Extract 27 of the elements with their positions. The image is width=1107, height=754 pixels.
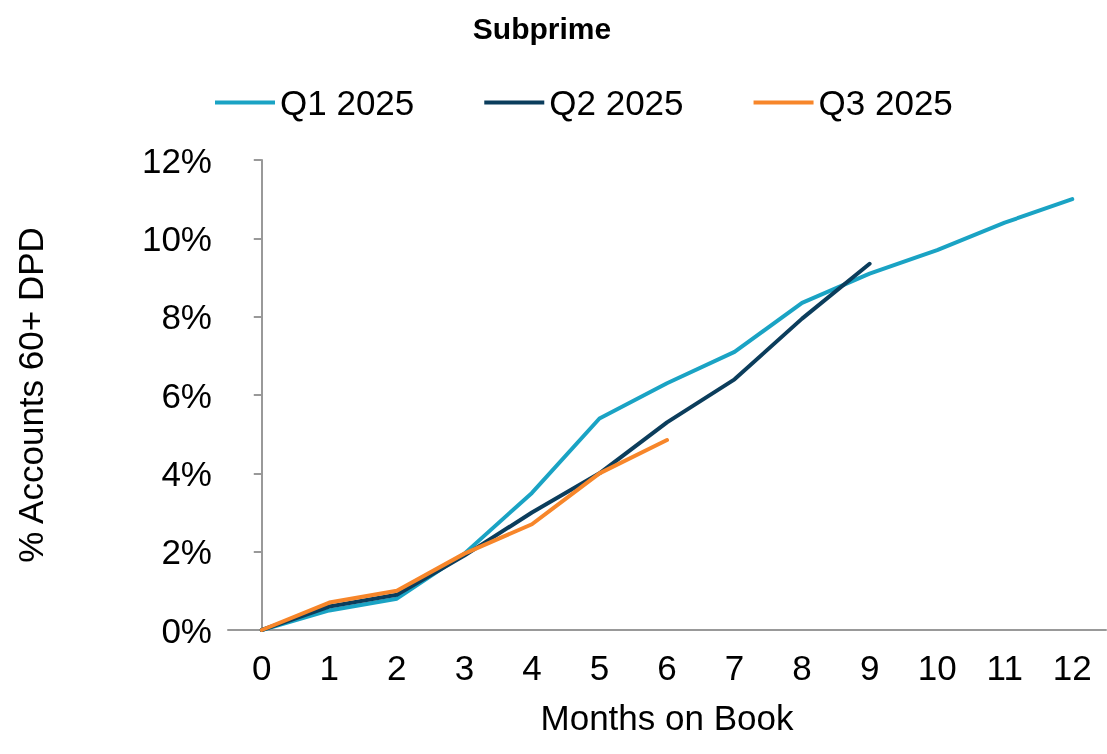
x-tick-label: 1 bbox=[319, 648, 340, 687]
x-tick-label: 8 bbox=[792, 648, 812, 687]
x-tick-label: 5 bbox=[589, 648, 610, 687]
x-tick-label: 9 bbox=[859, 648, 880, 687]
y-axis-title: % Accounts 60+ DPD bbox=[11, 227, 50, 563]
x-tick-label: 2 bbox=[387, 648, 407, 687]
x-tick-label: 0 bbox=[252, 648, 272, 687]
y-tick-label: 0% bbox=[161, 610, 212, 650]
x-tick-label: 6 bbox=[657, 648, 677, 687]
y-tick-label: 2% bbox=[161, 532, 212, 572]
x-tick-label: 7 bbox=[724, 648, 745, 687]
x-tick-label: 10 bbox=[917, 648, 957, 687]
y-tick-label: 4% bbox=[161, 453, 212, 493]
x-tick-label: 3 bbox=[454, 648, 475, 687]
legend-label: Q2 2025 bbox=[549, 83, 684, 122]
y-tick-label: 8% bbox=[161, 297, 212, 337]
y-tick-label: 6% bbox=[161, 375, 212, 415]
x-tick-label: 12 bbox=[1052, 648, 1092, 687]
chart-title: Subprime bbox=[472, 11, 612, 45]
x-tick-label: 4 bbox=[522, 648, 542, 687]
x-axis-title: Months on Book bbox=[540, 698, 794, 737]
legend-label: Q1 2025 bbox=[280, 83, 415, 122]
x-tick-label: 11 bbox=[986, 648, 1023, 687]
y-tick-label: 10% bbox=[141, 218, 212, 258]
y-tick-label: 12% bbox=[141, 140, 212, 180]
legend-label: Q3 2025 bbox=[818, 83, 953, 122]
line-series bbox=[259, 438, 669, 632]
